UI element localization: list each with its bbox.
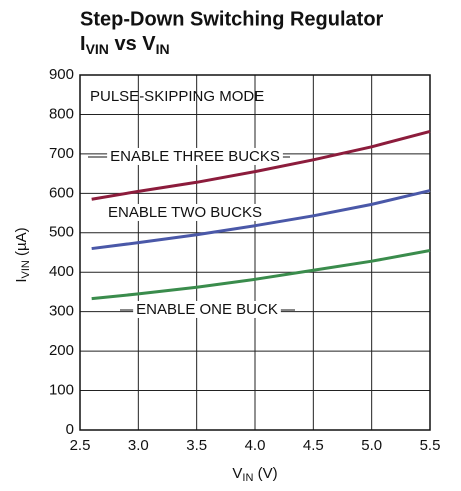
subtitle-part: VIN: [86, 41, 109, 57]
y-tick-label: 600: [49, 184, 74, 201]
y-tick-label: 0: [66, 421, 74, 438]
subtitle-part: IN: [156, 41, 170, 57]
label-bg: [105, 203, 265, 221]
y-axis-label: IVIN (µA): [13, 227, 32, 282]
series-label: ENABLE THREE BUCKS: [110, 148, 280, 165]
series-line: [91, 189, 431, 251]
x-tick-label: 4.0: [245, 437, 266, 454]
y-tick-label: 400: [49, 263, 74, 280]
y-label-part: VIN: [20, 260, 32, 278]
y-tick-label: 900: [49, 66, 74, 83]
series-label: ENABLE TWO BUCKS: [108, 204, 262, 221]
subtitle-part: vs V: [109, 33, 156, 55]
label-bg: [107, 147, 283, 165]
subtitle-part: I: [80, 33, 86, 55]
x-axis-label: VIN (V): [232, 465, 277, 484]
x-label-part: V: [232, 465, 242, 482]
series-label: ENABLE ONE BUCK: [136, 301, 278, 318]
chart-subtitle: IVIN vs VIN: [80, 33, 170, 56]
label-bg: [133, 300, 281, 318]
x-tick-label: 5.0: [361, 437, 382, 454]
y-tick-label: 200: [49, 342, 74, 359]
y-tick-label: 500: [49, 224, 74, 241]
y-tick-label: 700: [49, 145, 74, 162]
x-label-part: (V): [253, 465, 277, 482]
x-tick-label: 4.5: [303, 437, 324, 454]
x-tick-label: 3.5: [186, 437, 207, 454]
x-tick-label: 3.0: [128, 437, 149, 454]
x-tick-label: 2.5: [70, 437, 91, 454]
x-label-part: IN: [242, 472, 253, 484]
annotation: PULSE-SKIPPING MODE: [90, 88, 264, 105]
y-tick-label: 100: [49, 382, 74, 399]
x-tick-label: 5.5: [420, 437, 441, 454]
plot-frame: [79, 74, 431, 431]
series-line: [91, 129, 431, 201]
y-tick-label: 300: [49, 303, 74, 320]
y-label-part: I: [13, 278, 30, 282]
chart-title: Step-Down Switching Regulator: [80, 8, 384, 30]
y-label-part: (µA): [13, 227, 30, 260]
series-line: [91, 249, 431, 301]
y-tick-label: 800: [49, 105, 74, 122]
